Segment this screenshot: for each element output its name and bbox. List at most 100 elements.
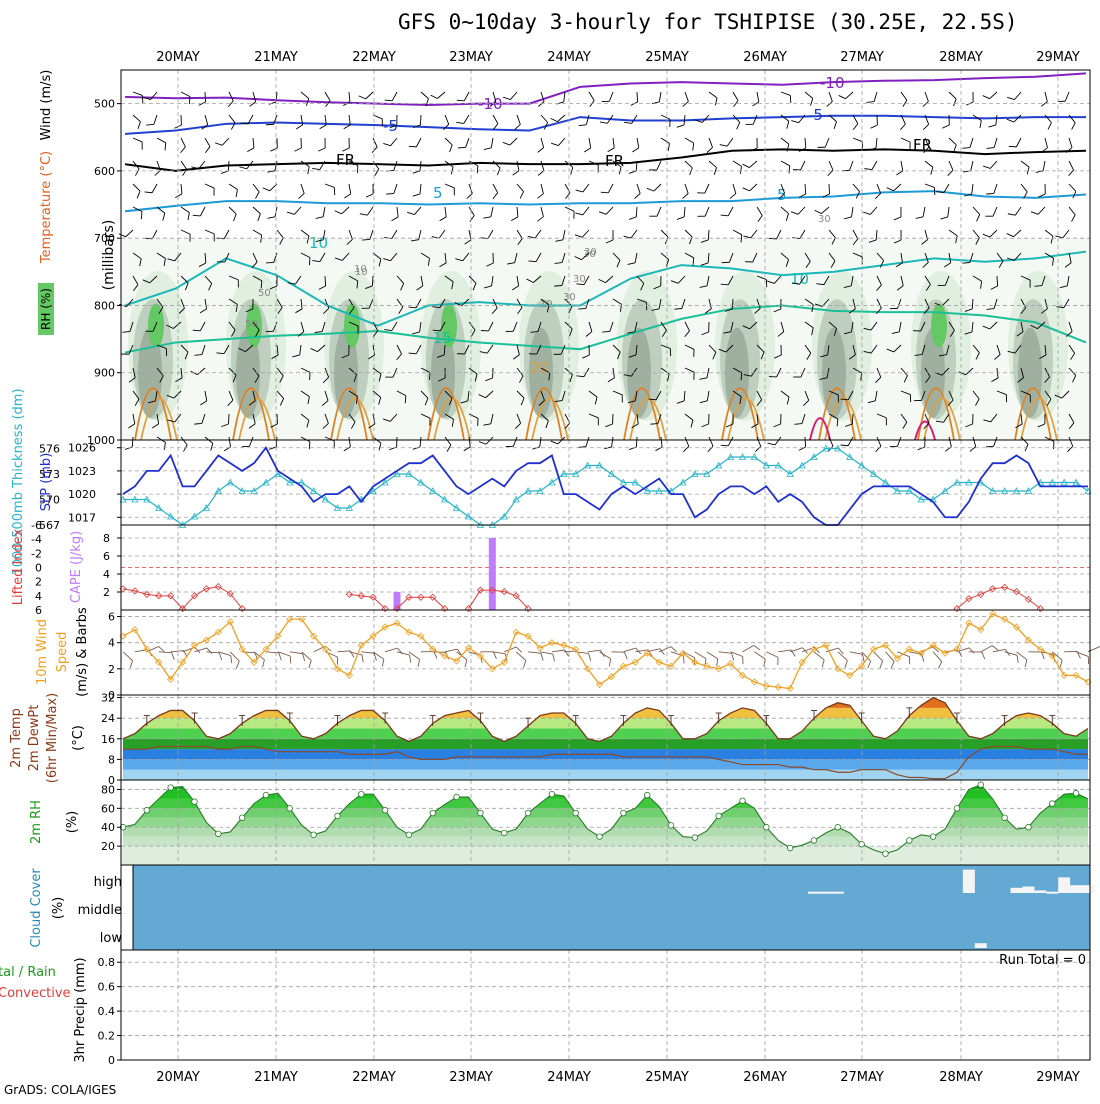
wind-barb — [1007, 87, 1021, 101]
wind-barb — [867, 90, 877, 104]
wind-barb — [456, 111, 469, 126]
date-label-bottom: 26MAY — [743, 1070, 787, 1085]
date-label-bottom: 22MAY — [352, 1070, 396, 1085]
wind-barb — [599, 202, 613, 216]
wind-barb — [649, 204, 661, 219]
rh-marker — [692, 835, 698, 841]
rh-marker — [835, 824, 841, 830]
wind-barb — [657, 138, 672, 151]
wind-barb — [215, 133, 229, 147]
cloud-level-label: middle — [78, 903, 122, 918]
y-tick-label: 4 — [108, 637, 115, 650]
rh-marker — [787, 845, 793, 851]
wind-barb — [225, 184, 240, 197]
wind-barb — [680, 161, 694, 175]
y-tick-label: 8 — [103, 532, 110, 545]
wind-barb — [510, 207, 518, 221]
cloud-bar-high — [1046, 892, 1058, 894]
wind-barb — [462, 184, 473, 199]
wind10m-barb — [908, 652, 925, 662]
wind10m-barb — [265, 652, 282, 660]
wind-barb — [630, 138, 639, 152]
wind10m-barb — [1028, 652, 1044, 659]
y-tick-label: 2 — [103, 586, 110, 599]
axis-label-2m-dewpt: 2m DewPt — [27, 705, 42, 772]
rh-marker — [549, 791, 555, 797]
wind-barb — [624, 111, 637, 126]
wind10m-barb — [869, 652, 885, 668]
wind-barb — [319, 92, 332, 107]
wind-barb — [130, 138, 145, 150]
wind-barb — [966, 92, 973, 105]
wind-barb — [989, 114, 997, 128]
rh-marker — [1073, 790, 1079, 796]
rh-marker — [525, 810, 531, 816]
wind-barb — [413, 183, 421, 197]
wind-barb — [698, 204, 709, 219]
rh-contour-label: 30 — [818, 214, 831, 225]
rh-marker — [573, 810, 579, 816]
temp-band — [121, 687, 1090, 697]
wind-barb — [1058, 89, 1069, 104]
cloud-bar-high — [1070, 885, 1082, 893]
wind10m-barb — [826, 647, 843, 658]
rh-marker — [382, 807, 388, 813]
y-tick-label: 1023 — [68, 465, 96, 478]
wind-barb — [582, 138, 591, 152]
axis-label-percent: (%) — [51, 897, 66, 920]
wind-barb — [870, 184, 881, 199]
y2-tick-label: 6 — [35, 604, 42, 617]
wind-barb — [887, 179, 901, 193]
wind-barb — [818, 135, 829, 150]
wind10m-barb — [337, 651, 353, 659]
wind10m-barb — [993, 649, 1010, 659]
wind-barb — [921, 161, 936, 175]
wind-barb — [175, 161, 188, 176]
date-label-bottom: 28MAY — [939, 1070, 983, 1085]
lifted-index-line — [397, 597, 445, 608]
rh-marker — [192, 799, 198, 805]
y-tick-label: 0.2 — [98, 1030, 116, 1043]
wind10m-barb — [728, 652, 745, 664]
wind-barb — [318, 138, 325, 151]
wind-barb — [247, 184, 261, 199]
wind-barb — [510, 115, 521, 130]
rh-marker — [597, 834, 603, 840]
wind-barb — [1038, 92, 1048, 106]
cape-bar — [489, 538, 496, 610]
wind10m-barb — [276, 652, 293, 664]
wind-barb — [1063, 207, 1077, 222]
wind-barb — [850, 138, 865, 149]
wind10m-barb — [297, 652, 314, 668]
y-tick-label: 6 — [108, 611, 115, 624]
wind-barb — [983, 156, 997, 170]
wind10m-barb — [206, 652, 223, 660]
axis-label-millibars: (millibars) — [101, 220, 117, 291]
wind-barb — [551, 133, 565, 147]
wind10m-barb — [810, 652, 827, 667]
axis-label-2m-temp: 2m Temp — [9, 708, 24, 768]
date-label-top: 21MAY — [254, 50, 298, 65]
rh-marker — [168, 785, 174, 791]
axis-label-slp: SLP (mb) — [39, 453, 54, 512]
isotherm--10 — [125, 73, 1086, 105]
wind-barb — [438, 207, 447, 221]
wind-barb — [895, 92, 908, 107]
wind-barb — [678, 92, 689, 107]
axis-label-cape: CAPE (J/kg) — [69, 531, 84, 603]
axis-label-2m-rh: 2m RH — [29, 800, 44, 844]
date-label-bottom: 20MAY — [156, 1070, 200, 1085]
y2-tick-label: -6 — [31, 519, 42, 532]
isotherm-5 — [125, 191, 1086, 211]
y-tick-label: 500 — [94, 98, 115, 111]
wind-barb — [1038, 184, 1045, 197]
wind10m-barb — [718, 652, 735, 661]
wind10m-barb — [511, 652, 528, 668]
isotherm-label: FR — [336, 151, 355, 169]
wind-barb — [863, 202, 877, 216]
wind-barb — [359, 87, 373, 101]
wind10m-barb — [183, 646, 200, 658]
wind-barb — [483, 206, 493, 220]
wind-barb — [127, 161, 140, 176]
